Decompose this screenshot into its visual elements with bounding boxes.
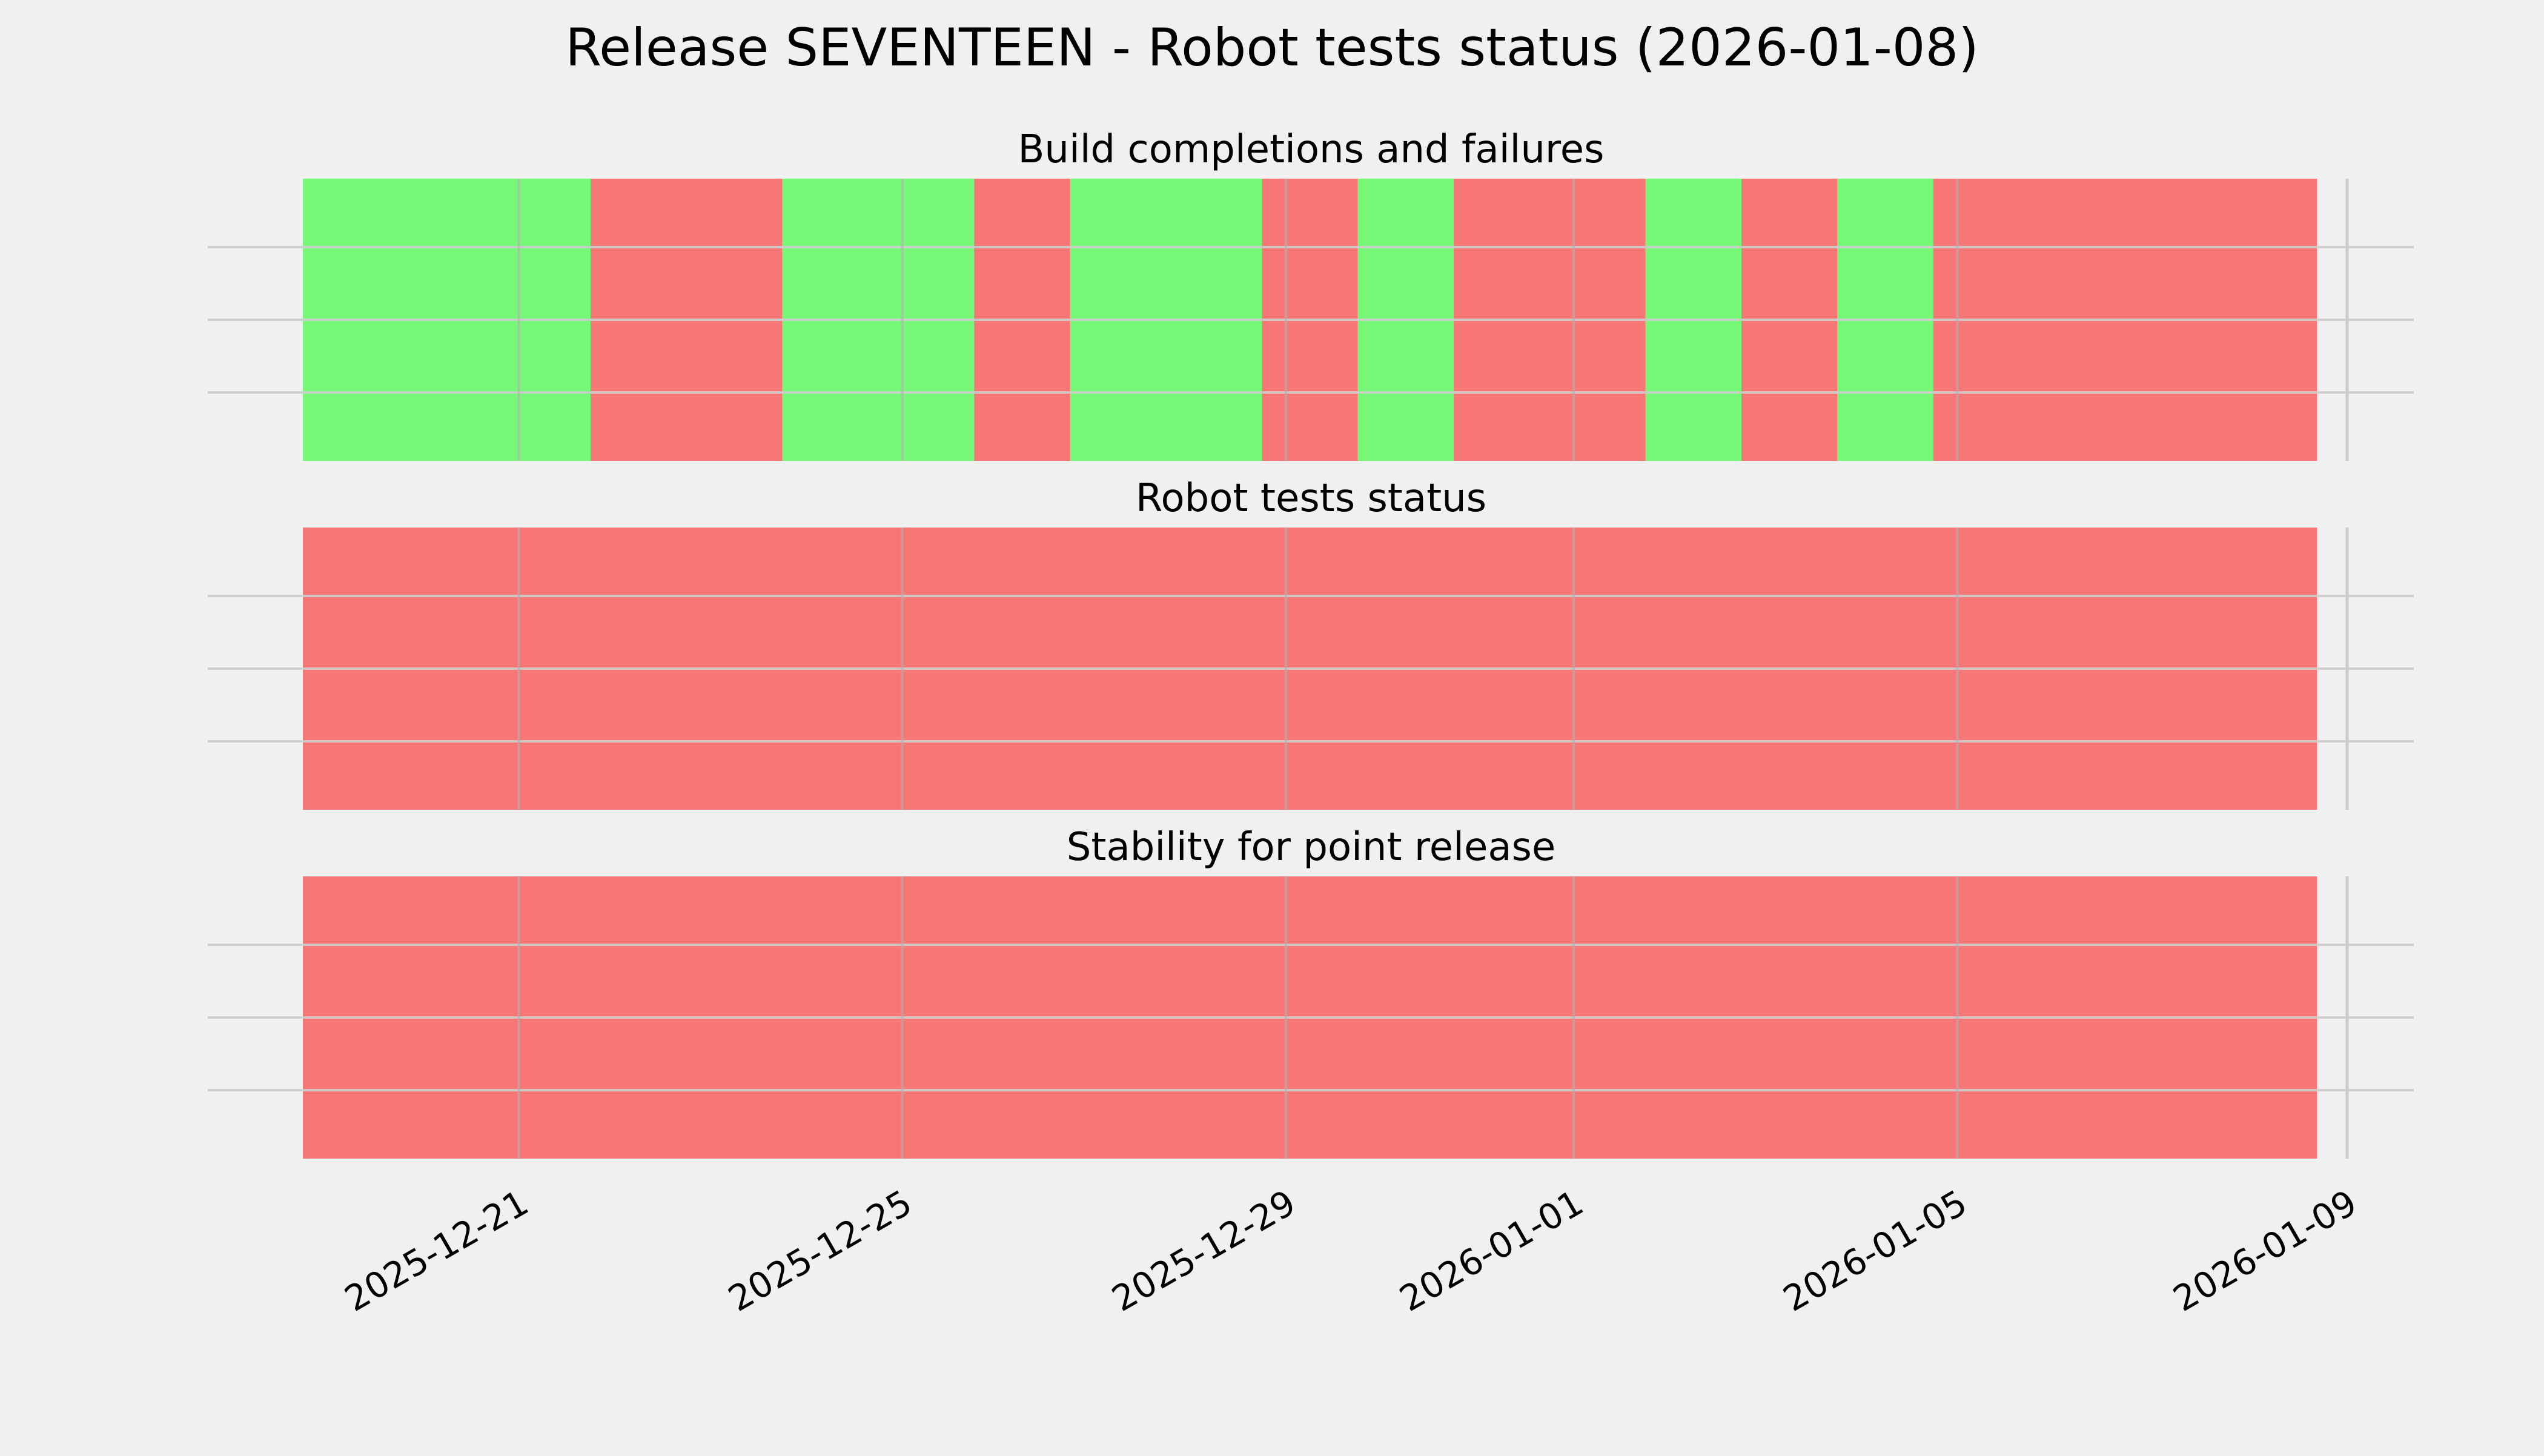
panel-title: Build completions and failures <box>1018 127 1605 172</box>
chart-title: Release SEVENTEEN - Robot tests status (… <box>565 18 1979 78</box>
panel-title: Stability for point release <box>1067 825 1556 870</box>
panel-title: Robot tests status <box>1136 476 1486 521</box>
